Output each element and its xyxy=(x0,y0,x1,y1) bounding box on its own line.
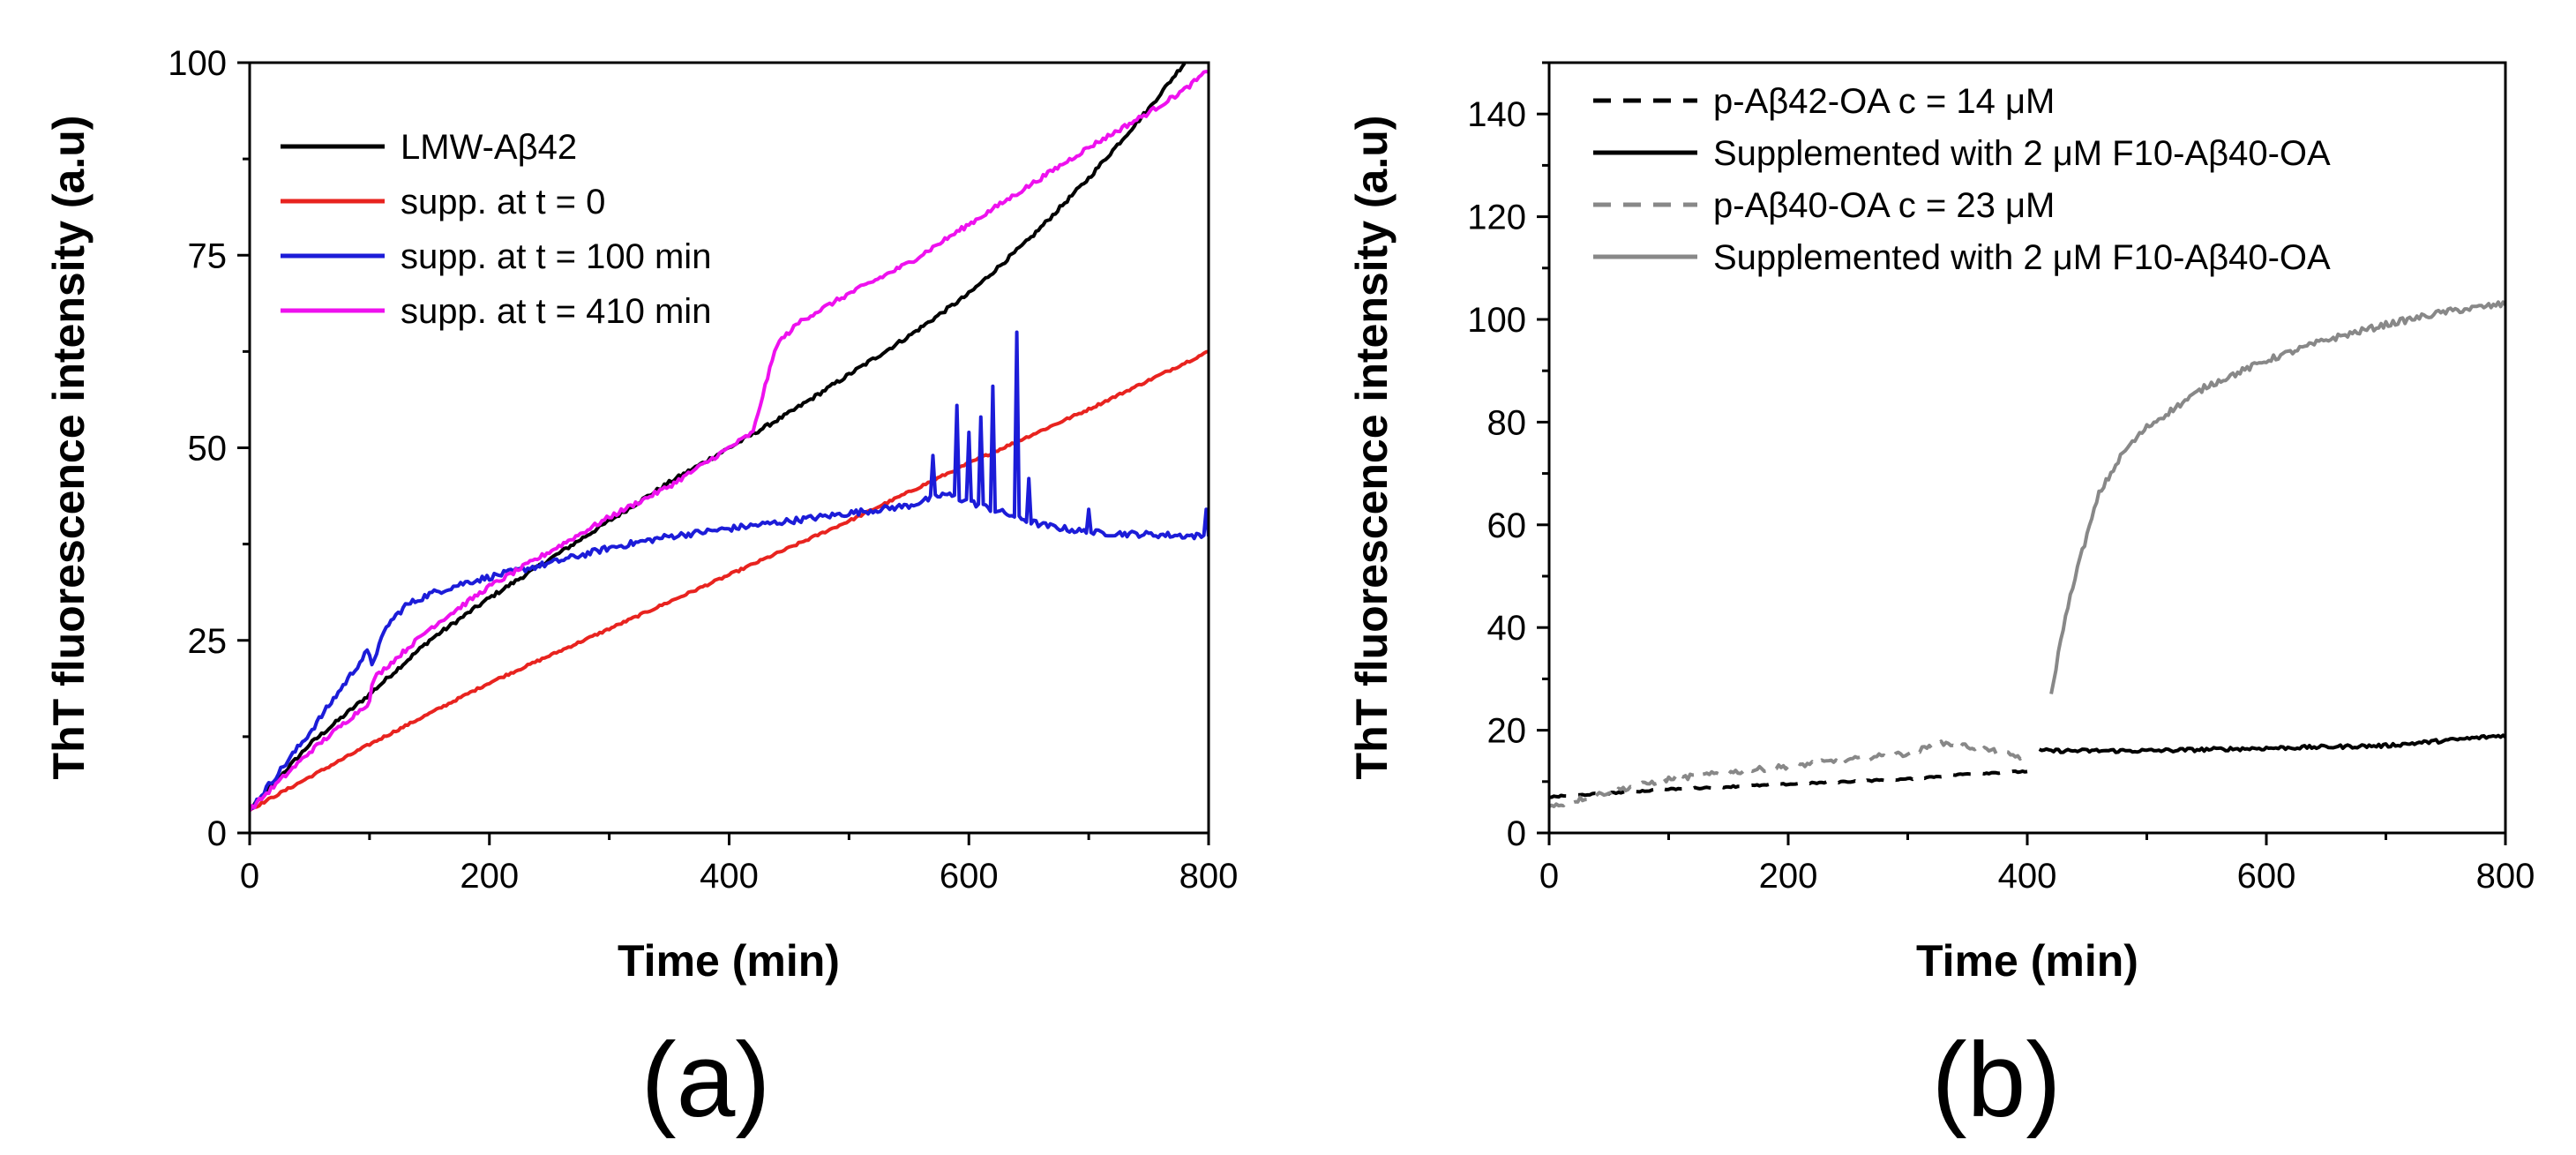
plot-frame-b xyxy=(1547,61,2507,835)
legend-label-a-3: supp. at t = 410 min xyxy=(401,292,711,331)
series-line-a-2 xyxy=(250,330,1209,811)
y-axis-label-a: ThT fluorescence intensity (a.u) xyxy=(44,116,94,780)
y-tick-label: 75 xyxy=(188,236,228,275)
y-tick-label: 0 xyxy=(1507,814,1526,853)
x-tick-label: 0 xyxy=(1539,857,1559,896)
x-tick-label: 600 xyxy=(940,857,999,896)
y-tick-label: 40 xyxy=(1487,609,1527,648)
series-line-b-2 xyxy=(1549,739,2028,808)
y-tick-label: 140 xyxy=(1467,95,1526,134)
y-tick-label: 20 xyxy=(1487,712,1527,751)
y-tick-label: 0 xyxy=(207,814,227,853)
x-axis-label-b: Time (min) xyxy=(1916,936,2138,986)
legend-label-a-0: LMW-Aβ42 xyxy=(401,128,577,167)
series-layer-a xyxy=(250,63,1209,813)
x-tick-label: 600 xyxy=(2237,857,2296,896)
axis-ticks-b: 0 200 400 600 800 0 20 40 60 80 100 120 140 xyxy=(1467,61,2535,896)
x-tick-label: 800 xyxy=(2476,857,2535,896)
y-tick-label: 120 xyxy=(1467,199,1526,237)
x-tick-label: 200 xyxy=(460,857,519,896)
series-line-a-1 xyxy=(250,349,1209,812)
y-tick-label: 100 xyxy=(168,44,227,83)
legend-label-b-0: p-Aβ42-OA c = 14 μM xyxy=(1713,82,2055,121)
axis-ticks-a: 0 200 400 600 800 0 25 50 75 100 xyxy=(168,44,1238,896)
chart-panel-b: 0 200 400 600 800 0 20 40 60 80 100 120 140 Time (mi… xyxy=(1347,61,2535,1139)
series-line-b-0 xyxy=(1549,769,2028,799)
series-line-a-3 xyxy=(250,70,1209,813)
x-tick-label: 400 xyxy=(1998,857,2057,896)
series-line-b-3 xyxy=(2049,300,2505,694)
x-axis-label-a: Time (min) xyxy=(618,936,840,986)
legend-a: LMW-Aβ42 supp. at t = 0 supp. at t = 100 m… xyxy=(281,128,711,331)
panel-label-a: (a) xyxy=(641,1021,771,1139)
y-tick-label: 50 xyxy=(188,430,228,469)
legend-label-a-1: supp. at t = 0 xyxy=(401,183,605,221)
x-tick-label: 200 xyxy=(1759,857,1818,896)
y-tick-label: 100 xyxy=(1467,301,1526,340)
legend-b: p-Aβ42-OA c = 14 μM Supplemented with 2 μ… xyxy=(1593,82,2331,277)
legend-label-b-2: p-Aβ40-OA c = 23 μM xyxy=(1713,186,2055,225)
y-tick-label: 80 xyxy=(1487,403,1527,442)
y-axis-label-b: ThT fluorescence intensity (a.u) xyxy=(1347,116,1397,780)
x-tick-label: 800 xyxy=(1179,857,1239,896)
y-tick-label: 25 xyxy=(188,622,228,661)
series-layer-b xyxy=(1549,300,2505,808)
panel-label-b: (b) xyxy=(1932,1021,2062,1139)
series-line-b-1 xyxy=(2038,733,2505,754)
legend-label-b-1: Supplemented with 2 μM F10-Aβ40-OA xyxy=(1713,134,2331,173)
x-tick-label: 0 xyxy=(240,857,259,896)
y-tick-label: 60 xyxy=(1487,506,1527,545)
chart-panel-a: 0 200 400 600 800 0 25 50 75 100 Time (min) ThT f… xyxy=(44,44,1238,1139)
legend-label-b-3: Supplemented with 2 μM F10-Aβ40-OA xyxy=(1713,238,2331,277)
legend-label-a-2: supp. at t = 100 min xyxy=(401,237,711,276)
x-tick-label: 400 xyxy=(700,857,759,896)
